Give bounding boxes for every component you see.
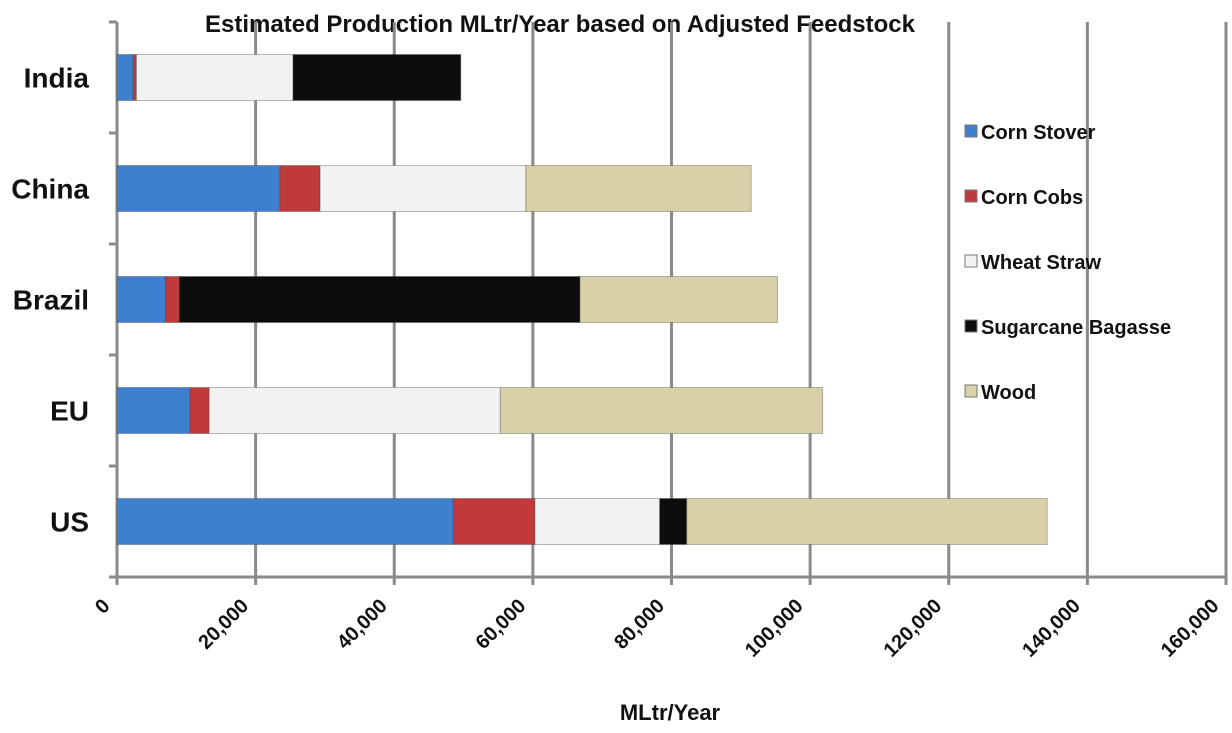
bar-segment [534, 498, 661, 545]
x-tick-label: 120,000 [880, 595, 947, 662]
bar-segment [178, 276, 581, 323]
legend-label: Corn Cobs [981, 187, 1083, 209]
legend-swatch [964, 384, 978, 398]
y-category-label: China [11, 174, 89, 205]
bar-segment [116, 54, 134, 101]
axis-labels: 0 20,000 40,000 60,000 80,000 100,000 120,000 1… [11, 63, 1223, 662]
bar-segment [135, 54, 294, 101]
bar-segment [165, 276, 180, 323]
legend-label: Wheat Straw [981, 252, 1101, 274]
bar-segment [292, 54, 462, 101]
legend-label: Wood [981, 382, 1036, 404]
bar-segment [525, 165, 752, 212]
legend-swatch [964, 189, 978, 203]
bar-segment [189, 387, 210, 434]
bar-segment [132, 54, 137, 101]
legend: Corn Stover Corn Cobs Wheat Straw Sugarcane… [964, 122, 1171, 404]
x-tick-label: 160,000 [1157, 595, 1224, 662]
x-tick-label: 100,000 [741, 595, 808, 662]
x-tick-label: 0 [91, 595, 114, 618]
x-tick-label: 140,000 [1018, 595, 1085, 662]
bar-segment [452, 498, 536, 545]
legend-swatch [964, 254, 978, 268]
bar-segment [116, 165, 281, 212]
bar-segment [208, 387, 501, 434]
legend-label: Sugarcane Bagasse [981, 317, 1171, 339]
chart-title: Estimated Production MLtr/Year based on … [205, 11, 916, 38]
x-tick-label: 20,000 [194, 595, 253, 654]
y-category-label: US [50, 507, 89, 538]
x-tick-label: 60,000 [472, 595, 531, 654]
bar-segment [499, 387, 824, 434]
x-tick-label: 40,000 [333, 595, 392, 654]
legend-swatch [964, 124, 978, 138]
bars [116, 54, 1048, 545]
legend-label: Corn Stover [981, 122, 1096, 144]
bar-segment [116, 387, 191, 434]
y-category-label: India [24, 63, 90, 94]
y-category-label: EU [50, 396, 89, 427]
y-category-label: Brazil [13, 285, 89, 316]
bar-segment [579, 276, 779, 323]
x-tick-label: 80,000 [610, 595, 669, 654]
bar-segment [116, 276, 167, 323]
x-axis-title: MLtr/Year [620, 700, 721, 725]
legend-swatch [964, 319, 978, 333]
bar-segment [116, 498, 454, 545]
bar-segment [319, 165, 527, 212]
bar-segment [686, 498, 1048, 545]
bar-segment [279, 165, 321, 212]
bar-segment [659, 498, 688, 545]
